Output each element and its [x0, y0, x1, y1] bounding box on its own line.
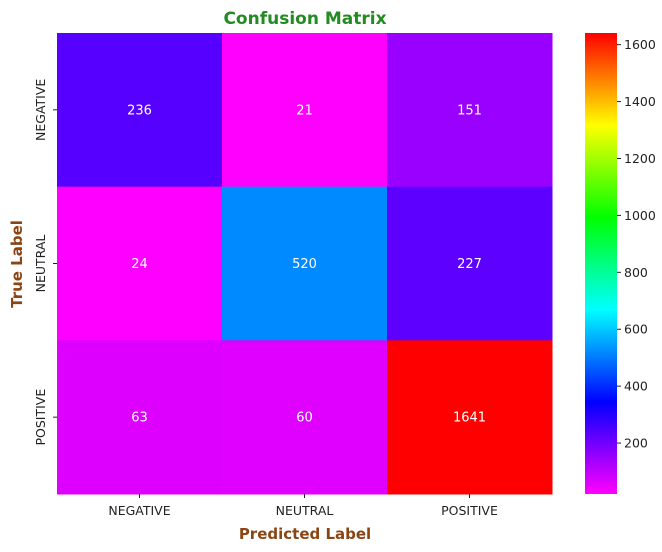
chart-title: Confusion Matrix — [223, 9, 386, 29]
colorbar — [585, 33, 617, 494]
x-tick-label: NEUTRAL — [276, 503, 334, 518]
cell-value-label: 24 — [131, 257, 148, 272]
y-tick-labels: NEGATIVE NEUTRAL POSITIVE — [33, 79, 57, 446]
x-tick-label: NEGATIVE — [108, 503, 170, 518]
heatmap-cell — [222, 33, 388, 188]
heatmap-cell — [387, 33, 553, 188]
cell-value-label: 520 — [292, 257, 317, 272]
heatmap-cell — [57, 33, 223, 188]
cell-value-label: 63 — [131, 411, 148, 426]
y-tick-label: NEUTRAL — [33, 235, 48, 293]
heatmap-cell — [57, 186, 223, 341]
x-tick-labels: NEGATIVE NEUTRAL POSITIVE — [108, 494, 498, 518]
y-tick-label: POSITIVE — [33, 389, 48, 446]
colorbar-tick-label: 400 — [624, 379, 648, 394]
cell-value-label: 236 — [127, 103, 152, 118]
colorbar-tick-label: 1200 — [624, 151, 656, 166]
heatmap-cells: 236 21 151 24 520 227 63 60 1641 — [57, 33, 553, 495]
y-axis-label: True Label — [8, 220, 26, 308]
heatmap-cell — [222, 186, 388, 341]
heatmap-cell — [387, 340, 553, 495]
colorbar-ticks: 200 400 600 800 1000 1200 1400 1600 — [617, 37, 656, 451]
colorbar-tick-label: 800 — [624, 265, 648, 280]
y-tick-label: NEGATIVE — [33, 79, 48, 141]
x-axis-label: Predicted Label — [239, 525, 371, 543]
colorbar-tick-label: 600 — [624, 322, 648, 337]
cell-value-label: 227 — [457, 257, 482, 272]
colorbar-tick-label: 200 — [624, 436, 648, 451]
cell-value-label: 151 — [457, 103, 482, 118]
heatmap-cell — [57, 340, 223, 495]
x-tick-label: POSITIVE — [441, 503, 498, 518]
heatmap-cell — [387, 186, 553, 341]
heatmap-cell — [222, 340, 388, 495]
cell-value-label: 60 — [296, 411, 313, 426]
cell-value-label: 21 — [296, 103, 313, 118]
colorbar-tick-label: 1000 — [624, 208, 656, 223]
cell-value-label: 1641 — [453, 411, 486, 426]
colorbar-tick-label: 1600 — [624, 37, 656, 52]
colorbar-tick-label: 1400 — [624, 94, 656, 109]
